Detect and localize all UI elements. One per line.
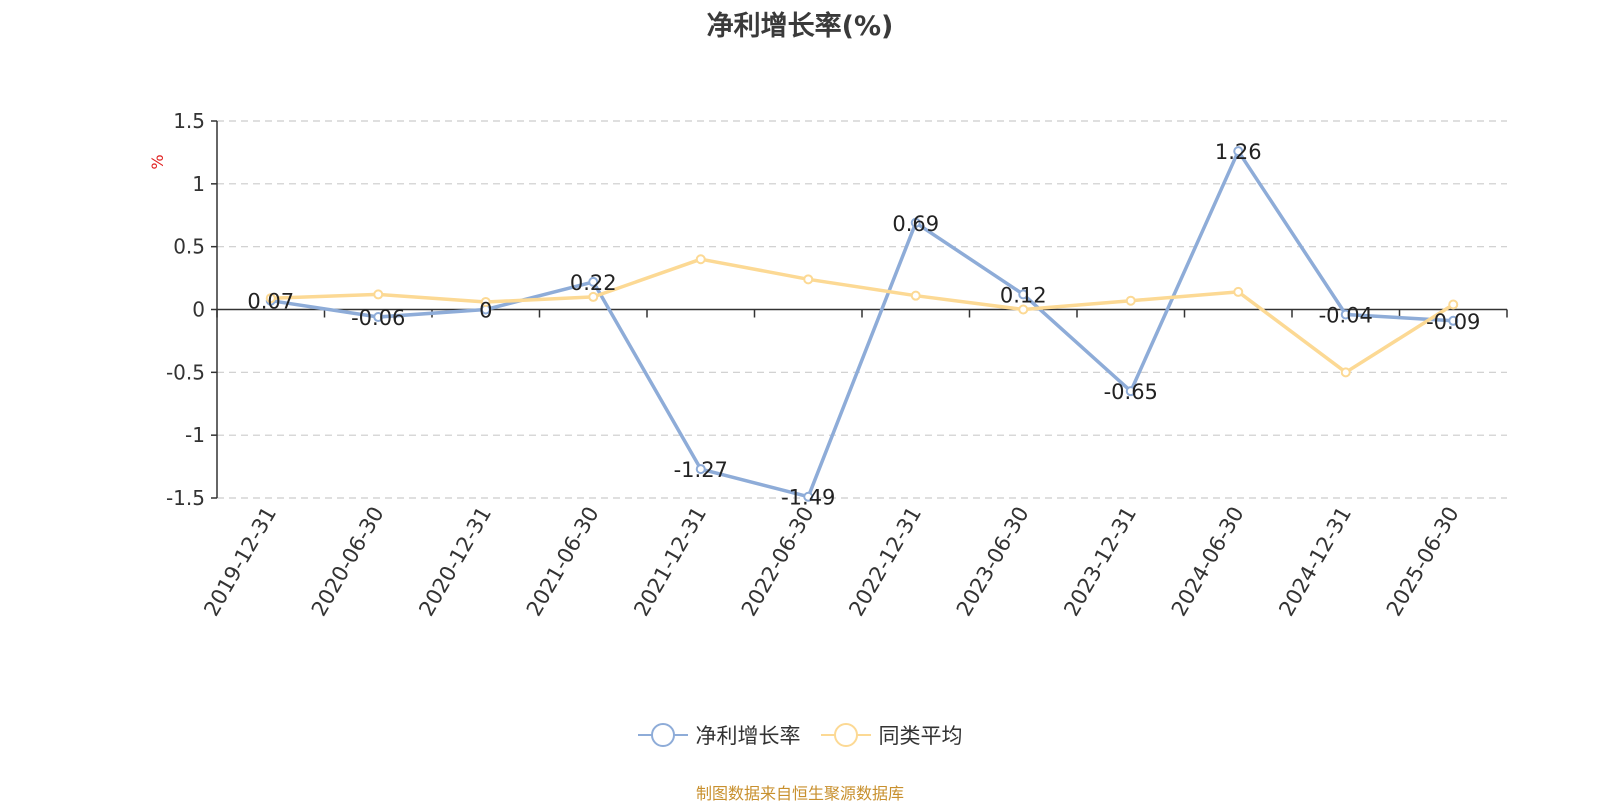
legend-label: 净利增长率 (695, 724, 801, 748)
x-tick-label: 2024-12-31 (1274, 503, 1356, 621)
y-tick-label: 1.5 (173, 109, 205, 133)
y-tick-label: 0.5 (173, 235, 205, 259)
data-label: -0.06 (351, 306, 405, 330)
y-tick-label: -1 (185, 423, 205, 447)
data-point (695, 464, 706, 475)
grid-lines (217, 120, 1507, 499)
data-point (1018, 304, 1029, 315)
y-axis-unit: % (148, 154, 167, 169)
series-line-1 (270, 257, 1455, 375)
data-label: 0.69 (892, 212, 939, 236)
data-point (1018, 289, 1029, 300)
data-label: 0.07 (247, 290, 294, 314)
data-point (910, 217, 921, 228)
x-tick-label: 2019-12-31 (199, 503, 281, 621)
source-note: 制图数据来自恒生聚源数据库 (695, 784, 904, 803)
data-point (588, 276, 599, 287)
data-point (1448, 315, 1459, 326)
data-point (373, 312, 384, 323)
legend-symbol-icon (637, 723, 688, 747)
data-point (803, 274, 814, 285)
data-label: -0.04 (1319, 304, 1373, 328)
data-point (1340, 309, 1351, 320)
data-point (910, 290, 921, 301)
data-point (1233, 146, 1244, 157)
data-label: -0.65 (1104, 380, 1158, 404)
data-label: 1.26 (1215, 140, 1262, 164)
chart-title: 净利增长率(%) (706, 11, 894, 42)
data-label: -0.09 (1426, 310, 1480, 334)
data-label: 0 (479, 299, 492, 323)
legend-circle (833, 723, 858, 747)
series-lines (265, 146, 1459, 502)
x-tick-label: 2022-06-30 (737, 503, 819, 621)
series-line-0 (270, 149, 1454, 499)
data-point (373, 289, 384, 300)
data-point (695, 254, 706, 265)
x-tick-label: 2024-06-30 (1167, 503, 1249, 621)
x-tick-label: 2022-12-31 (844, 503, 926, 621)
data-point (803, 491, 814, 502)
data-point (1340, 367, 1351, 378)
y-tick-label: -1.5 (166, 486, 205, 510)
legend-symbol-icon (820, 723, 871, 747)
x-tick-label: 2021-12-31 (629, 503, 711, 621)
data-label: 0.12 (1000, 283, 1047, 307)
legend-label: 同类平均 (878, 724, 963, 748)
data-label: -1.49 (781, 486, 835, 510)
axes: 1.5 1 0.5 0 -0.5 -1 -1.5% 2019-12-31 2020-06-30 2… (148, 109, 1508, 621)
data-point (1233, 286, 1244, 297)
data-labels: 0.07 -0.06 0 0.22 -1.27 -1.49 0.69 0.12 -0.65 1.2… (247, 140, 1480, 510)
legend-item[interactable]: 同类平均 (820, 720, 963, 750)
data-label: -1.27 (674, 458, 728, 482)
legend-circle (650, 723, 675, 747)
data-point (265, 293, 276, 304)
data-point (1125, 386, 1136, 397)
y-tick-label: 0 (192, 298, 205, 322)
y-tick-label: -0.5 (166, 360, 205, 384)
data-point (1125, 295, 1136, 306)
data-point (588, 291, 599, 302)
x-tick-label: 2020-06-30 (307, 503, 389, 621)
x-tick-label: 2023-12-31 (1059, 503, 1141, 621)
x-tick-label: 2021-06-30 (522, 503, 604, 621)
legend-item[interactable]: 净利增长率 (637, 720, 801, 750)
data-label: 0.22 (570, 271, 617, 295)
y-tick-label: 1 (192, 172, 205, 196)
x-tick-label: 2023-06-30 (952, 503, 1034, 621)
data-point (480, 296, 491, 307)
legend: 净利增长率 同类平均 (0, 720, 1600, 754)
data-point (1448, 299, 1459, 310)
x-tick-label: 2020-12-31 (414, 503, 496, 621)
x-tick-label: 2025-06-30 (1382, 503, 1464, 621)
